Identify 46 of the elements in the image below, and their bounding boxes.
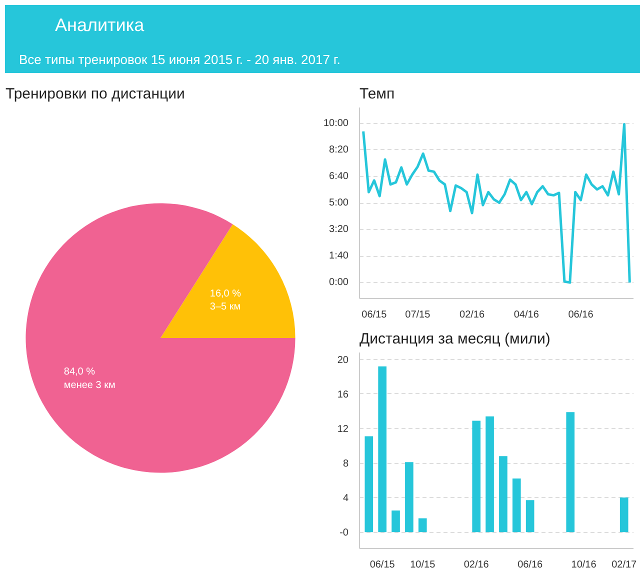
x-tick-label: 06/16: [518, 560, 544, 569]
x-tick-label: 02/17: [612, 560, 638, 569]
x-tick-label: 10/15: [410, 560, 436, 569]
chart-title: Дистанция за месяц (мили): [360, 330, 550, 348]
bar: [526, 500, 534, 532]
x-tick-label: 06/16: [568, 310, 594, 320]
text: Аналитика: [54, 14, 146, 37]
y-tick-label: 8:20: [329, 144, 349, 156]
text: Все типы тренировок 15 июня 2015 г. - 20 янв. 2017 г.: [18, 50, 340, 69]
x-tick-label: 02/16: [460, 310, 485, 320]
bar: [405, 462, 414, 532]
y-tick-label: 3:20: [329, 224, 349, 236]
slice-label: менее 3 км: [64, 380, 116, 391]
line-series: [362, 122, 631, 284]
bar: [512, 478, 521, 532]
y-tick-label: 6:40: [329, 170, 349, 182]
slice-label: 3–5 км: [210, 302, 241, 313]
bar: [499, 456, 508, 532]
y-tick-label: 8: [342, 458, 349, 470]
y-tick-label: 20: [337, 354, 349, 366]
y-tick-label: 16: [337, 389, 349, 400]
y-tick-label: 0:00: [329, 277, 349, 288]
bar: [620, 498, 628, 532]
bar: [392, 510, 400, 532]
x-tick-label: 06/15: [362, 310, 388, 320]
chart-title: Тренировки по дистанции: [6, 86, 185, 102]
bar: [472, 420, 481, 532]
data-label: 16,0 %: [210, 288, 242, 300]
x-tick-label: 06/15: [370, 560, 396, 569]
chart-title: Темп: [360, 86, 395, 102]
bar: [378, 366, 386, 532]
bar: [364, 436, 374, 532]
y-tick-label: 1:40: [329, 250, 349, 262]
bar: [486, 416, 494, 532]
bar: [418, 518, 427, 532]
x-tick-label: 10/16: [571, 560, 597, 569]
y-tick-label: 4: [342, 493, 349, 504]
y-tick-label: 12: [337, 424, 349, 435]
bar: [566, 412, 575, 532]
y-tick-label: 10:00: [323, 118, 349, 129]
x-tick-label: 07/15: [405, 310, 431, 320]
x-tick-label: 04/16: [514, 310, 540, 320]
y-tick-label: -0: [340, 528, 349, 539]
data-label: 84,0 %: [64, 366, 96, 378]
y-tick-label: 5:00: [329, 198, 349, 208]
x-tick-label: 02/16: [464, 560, 490, 569]
